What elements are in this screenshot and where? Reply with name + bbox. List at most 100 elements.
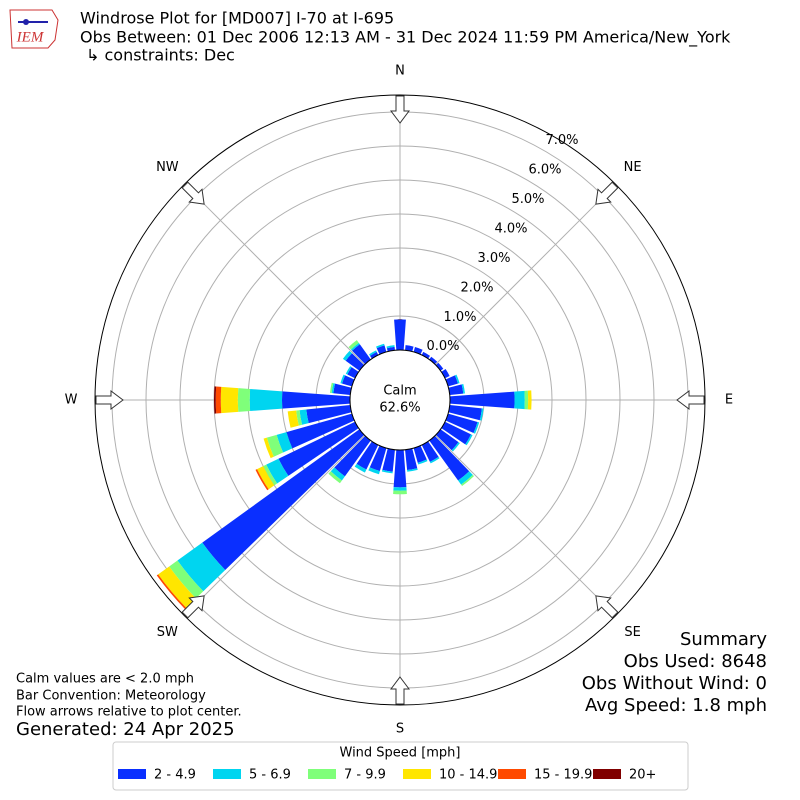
flow-arrow (181, 181, 205, 205)
outer-frame (94, 94, 706, 706)
wind-bar (329, 382, 334, 394)
legend-box (112, 741, 689, 791)
note: Bar Convention: Meteorology (16, 689, 206, 704)
ring-label: 0.0% (426, 339, 459, 354)
wind-bar (369, 445, 387, 472)
grid-ring (179, 179, 621, 621)
wind-bar (405, 448, 418, 471)
wind-bar (156, 574, 187, 610)
wind-bar (381, 469, 393, 474)
wind-bar (393, 490, 407, 495)
summary-title: Summary (680, 629, 767, 650)
wind-bar (368, 467, 380, 475)
wind-bar (237, 388, 251, 412)
wind-bar (342, 375, 355, 387)
legend-swatch (498, 769, 526, 779)
wind-bar (413, 445, 427, 463)
wind-bar (266, 434, 284, 457)
legend-label: 2 - 4.9 (154, 768, 196, 783)
wind-bar (334, 435, 371, 477)
wind-bar (405, 345, 414, 352)
summary-line: Avg Speed: 1.8 mph (585, 695, 767, 716)
ring-label: 2.0% (460, 280, 493, 295)
wind-bar (158, 566, 196, 608)
wind-bar (448, 405, 482, 421)
flow-arrow (676, 390, 705, 410)
legend-label: 20+ (629, 768, 656, 783)
calm-circle (349, 349, 451, 451)
wind-bar (394, 319, 406, 351)
compass-label: NE (624, 160, 642, 175)
logo: IEM (9, 9, 59, 49)
wind-bar (348, 340, 359, 350)
wind-bar (454, 374, 460, 384)
legend-label: 10 - 14.9 (439, 768, 497, 783)
summary-line: Obs Used: 8648 (624, 651, 767, 672)
wind-bar (352, 344, 371, 365)
wind-bar (215, 386, 222, 414)
wind-bar (448, 384, 464, 395)
wind-bar (435, 429, 459, 451)
wind-bar (461, 383, 465, 394)
wind-bar (255, 469, 269, 491)
wind-bar (169, 560, 204, 599)
wind-bar (220, 386, 239, 414)
legend-label: 7 - 9.9 (344, 768, 386, 783)
wind-bar (328, 471, 342, 484)
wind-bar (435, 362, 444, 371)
compass-label: E (725, 393, 733, 408)
wind-bar (445, 375, 458, 387)
legend-swatch (308, 769, 336, 779)
ring-label: 4.0% (494, 221, 527, 236)
compass-label: S (396, 722, 404, 737)
wind-bar (299, 409, 309, 425)
calm-value: 62.6% (379, 401, 420, 416)
radial-grid (183, 183, 365, 365)
legend-label: 15 - 19.9 (534, 768, 592, 783)
summary-line: Obs Without Wind: 0 (582, 673, 767, 694)
legend-title: Wind Speed [mph] (340, 746, 461, 761)
wind-bar (266, 458, 289, 484)
wind-bar (461, 474, 474, 487)
wind-bar (354, 463, 367, 473)
radial-grid (183, 435, 365, 617)
legend-label: 5 - 6.9 (249, 768, 291, 783)
wind-bar (382, 448, 395, 472)
flow-arrow (95, 390, 124, 410)
flow-arrow (595, 595, 619, 619)
wind-bar (429, 356, 438, 365)
legend-swatch (118, 769, 146, 779)
subtitle: Obs Between: 01 Dec 2006 12:13 AM - 31 D… (80, 28, 731, 48)
wind-bar (465, 434, 473, 446)
wind-bar (347, 367, 359, 379)
wind-bar (514, 390, 525, 410)
wind-bar (376, 343, 385, 349)
wind-bar (441, 421, 472, 445)
ring-label: 1.0% (443, 310, 476, 325)
wind-bar (449, 391, 515, 409)
wind-bar (286, 413, 355, 449)
wind-bar (429, 435, 470, 481)
wind-bar (393, 487, 407, 491)
ring-label: 6.0% (528, 163, 561, 178)
wind-bar (177, 542, 226, 592)
wind-bar (342, 350, 352, 361)
wind-bar (445, 413, 478, 434)
legend-swatch (593, 769, 621, 779)
wind-bar (257, 466, 275, 490)
wind-bar (278, 421, 359, 476)
radial-grid (435, 435, 617, 617)
compass-label: SE (624, 625, 640, 640)
wind-bar (296, 410, 303, 426)
generated: Generated: 24 Apr 2025 (16, 719, 235, 740)
wind-bar (527, 390, 532, 410)
wind-bar (282, 391, 351, 409)
wind-bar (524, 390, 529, 410)
wind-bar (441, 369, 450, 379)
wind-bar (345, 353, 365, 371)
constraints: ↳ constraints: Dec (86, 46, 235, 65)
wind-bar (356, 441, 379, 470)
grid-ring (145, 145, 655, 655)
wind-bar (473, 421, 480, 434)
